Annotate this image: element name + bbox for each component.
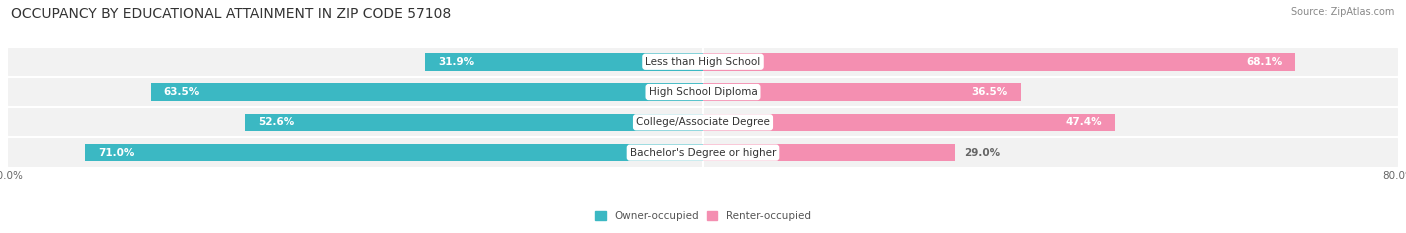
Bar: [7, 137, 1399, 168]
Bar: [703, 83, 1021, 101]
Text: 68.1%: 68.1%: [1246, 57, 1282, 67]
Text: OCCUPANCY BY EDUCATIONAL ATTAINMENT IN ZIP CODE 57108: OCCUPANCY BY EDUCATIONAL ATTAINMENT IN Z…: [11, 7, 451, 21]
Bar: [703, 53, 1295, 71]
Text: 31.9%: 31.9%: [439, 57, 475, 67]
Bar: [86, 144, 703, 161]
Text: 36.5%: 36.5%: [972, 87, 1008, 97]
Bar: [703, 144, 955, 161]
Bar: [7, 77, 1399, 107]
Text: 29.0%: 29.0%: [965, 148, 1000, 158]
Text: Less than High School: Less than High School: [645, 57, 761, 67]
Bar: [150, 83, 703, 101]
Text: 71.0%: 71.0%: [98, 148, 135, 158]
Bar: [246, 113, 703, 131]
Bar: [703, 113, 1115, 131]
Bar: [7, 107, 1399, 137]
Bar: [426, 53, 703, 71]
Legend: Owner-occupied, Renter-occupied: Owner-occupied, Renter-occupied: [591, 207, 815, 226]
Text: High School Diploma: High School Diploma: [648, 87, 758, 97]
Text: 47.4%: 47.4%: [1066, 117, 1102, 127]
Text: 52.6%: 52.6%: [259, 117, 295, 127]
Bar: [7, 47, 1399, 77]
Text: Bachelor's Degree or higher: Bachelor's Degree or higher: [630, 148, 776, 158]
Text: College/Associate Degree: College/Associate Degree: [636, 117, 770, 127]
Text: 63.5%: 63.5%: [163, 87, 200, 97]
Text: Source: ZipAtlas.com: Source: ZipAtlas.com: [1291, 7, 1395, 17]
